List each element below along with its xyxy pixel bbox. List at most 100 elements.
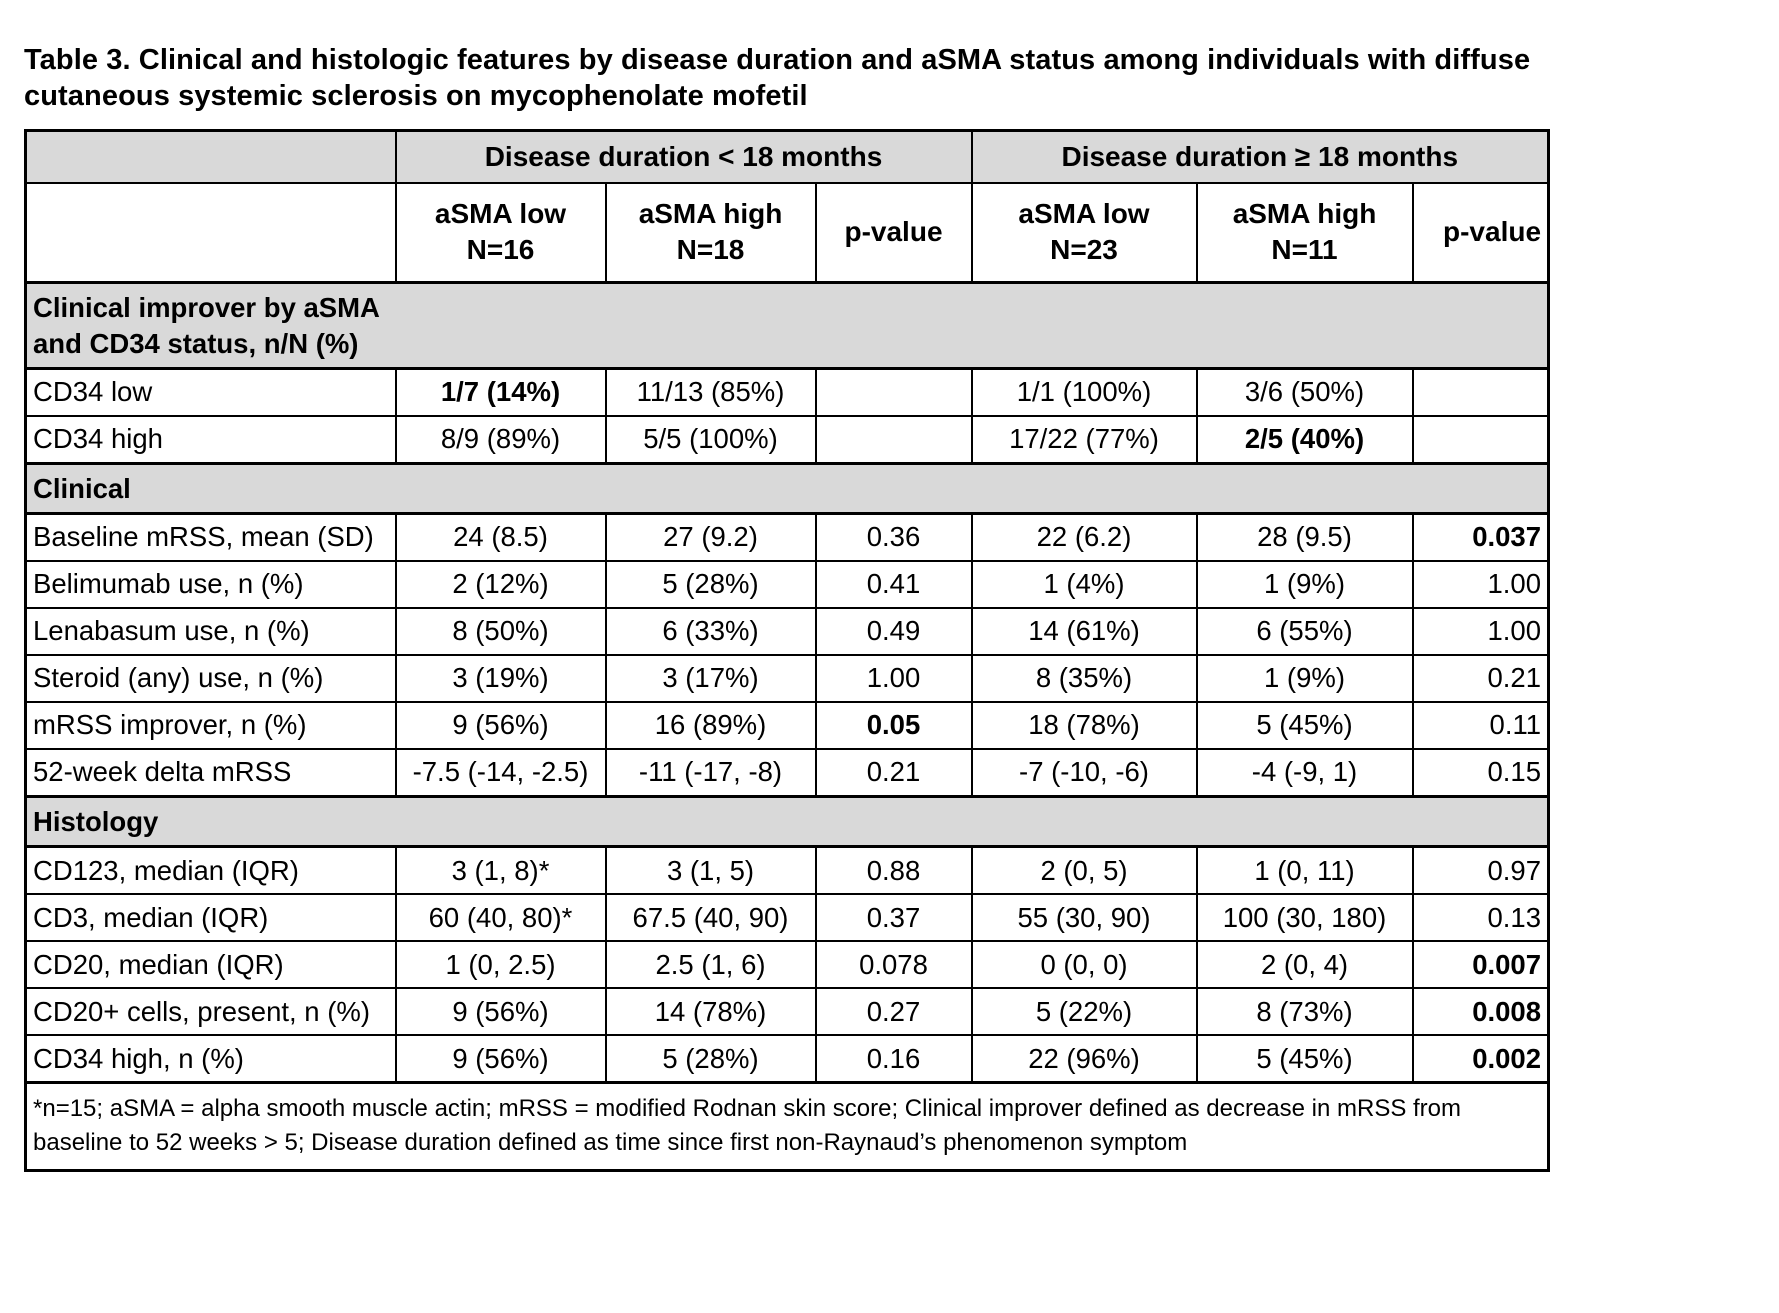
cell-value: 3 (19%) [394,653,607,703]
table-footnote: *n=15; aSMA = alpha smooth muscle actin;… [24,1081,1550,1172]
cell-pvalue: 0.078 [814,940,973,990]
cell-pvalue [1411,367,1550,417]
cell-value: 5 (45%) [1195,1034,1414,1084]
cell-value: 2 (0, 4) [1195,940,1414,990]
cell-value: 8 (50%) [394,606,607,656]
cell-value: 6 (33%) [604,606,817,656]
cell-value: 100 (30, 180) [1195,893,1414,943]
cell-value: 28 (9.5) [1195,512,1414,562]
cell-pvalue: 0.008 [1411,987,1550,1037]
cell-pvalue: 0.21 [1411,653,1550,703]
section-row-histology: Histology [24,794,1550,849]
cell-value: 1 (4%) [970,559,1198,609]
row-label: Lenabasum use, n (%) [24,606,397,656]
cell-pvalue: 0.36 [814,512,973,562]
cell-value: 1/7 (14%) [394,367,607,417]
cell-pvalue: 0.007 [1411,940,1550,990]
cell-value: 5 (28%) [604,1034,817,1084]
table-row-cd20-present: CD20+ cells, present, n (%) 9 (56%) 14 (… [24,987,1550,1037]
cell-value: 2/5 (40%) [1195,414,1414,465]
cell-value: 9 (56%) [394,700,607,750]
cell-pvalue: 0.37 [814,893,973,943]
group-header-ge18: Disease duration ≥ 18 months [970,129,1550,184]
footnote-row: *n=15; aSMA = alpha smooth muscle actin;… [24,1081,1550,1172]
cell-pvalue: 0.13 [1411,893,1550,943]
cell-value: 1 (9%) [1195,653,1414,703]
row-label: CD20+ cells, present, n (%) [24,987,397,1037]
cell-pvalue: 1.00 [814,653,973,703]
table-row-baseline-mrss: Baseline mRSS, mean (SD) 24 (8.5) 27 (9.… [24,512,1550,562]
column-header-row: aSMA low N=16 aSMA high N=18 p-value aSM… [24,181,1550,284]
row-label: CD34 high, n (%) [24,1034,397,1084]
cell-value: 1 (0, 11) [1195,845,1414,896]
cell-pvalue: 0.41 [814,559,973,609]
section-header-improver: Clinical improver by aSMA and CD34 statu… [24,281,1550,370]
table-row-cd34-low: CD34 low 1/7 (14%) 11/13 (85%) 1/1 (100%… [24,367,1550,417]
cell-pvalue: 0.49 [814,606,973,656]
table-row-steroid: Steroid (any) use, n (%) 3 (19%) 3 (17%)… [24,653,1550,703]
cell-pvalue: 0.11 [1411,700,1550,750]
cell-value: 3 (1, 8)* [394,845,607,896]
table-row-cd20: CD20, median (IQR) 1 (0, 2.5) 2.5 (1, 6)… [24,940,1550,990]
cell-value: 5 (22%) [970,987,1198,1037]
cell-value: 17/22 (77%) [970,414,1198,465]
cell-pvalue [814,367,973,417]
table-row-belimumab: Belimumab use, n (%) 2 (12%) 5 (28%) 0.4… [24,559,1550,609]
cell-pvalue: 0.037 [1411,512,1550,562]
cell-value: 3/6 (50%) [1195,367,1414,417]
cell-value: -7 (-10, -6) [970,747,1198,798]
cell-value: 8/9 (89%) [394,414,607,465]
cell-value: 2 (0, 5) [970,845,1198,896]
corner-cell [24,129,397,184]
row-label: CD123, median (IQR) [24,845,397,896]
cell-pvalue [1411,414,1550,465]
cell-pvalue: 1.00 [1411,559,1550,609]
clinical-histologic-table: Disease duration < 18 months Disease dur… [24,128,1551,1173]
table-row-cd123: CD123, median (IQR) 3 (1, 8)* 3 (1, 5) 0… [24,845,1550,896]
empty-header-cell [24,181,397,284]
cell-pvalue: 0.21 [814,747,973,798]
cell-value: 5 (28%) [604,559,817,609]
row-label: Steroid (any) use, n (%) [24,653,397,703]
cell-value: 55 (30, 90) [970,893,1198,943]
cell-value: -7.5 (-14, -2.5) [394,747,607,798]
col-header-asma-low-n16: aSMA low N=16 [394,181,607,284]
cell-value: 1 (9%) [1195,559,1414,609]
row-label: CD20, median (IQR) [24,940,397,990]
cell-value: 1/1 (100%) [970,367,1198,417]
cell-value: 27 (9.2) [604,512,817,562]
cell-pvalue: 0.16 [814,1034,973,1084]
row-label: CD34 low [24,367,397,417]
cell-value: 16 (89%) [604,700,817,750]
row-label: CD3, median (IQR) [24,893,397,943]
group-header-row: Disease duration < 18 months Disease dur… [24,129,1550,184]
cell-value: 6 (55%) [1195,606,1414,656]
cell-pvalue: 0.88 [814,845,973,896]
row-label: mRSS improver, n (%) [24,700,397,750]
cell-value: -4 (-9, 1) [1195,747,1414,798]
table-row-cd34-high: CD34 high 8/9 (89%) 5/5 (100%) 17/22 (77… [24,414,1550,465]
cell-value: 0 (0, 0) [970,940,1198,990]
group-header-lt18: Disease duration < 18 months [394,129,973,184]
section-row-clinical: Clinical [24,461,1550,515]
table-title: Table 3. Clinical and histologic feature… [24,44,1531,113]
cell-value: 9 (56%) [394,987,607,1037]
cell-pvalue [814,414,973,465]
row-label: Belimumab use, n (%) [24,559,397,609]
section-row-improver: Clinical improver by aSMA and CD34 statu… [24,281,1550,370]
col-header-asma-high-n11: aSMA high N=11 [1195,181,1414,284]
cell-value: 5/5 (100%) [604,414,817,465]
cell-value: 1 (0, 2.5) [394,940,607,990]
cell-value: 5 (45%) [1195,700,1414,750]
cell-pvalue: 0.002 [1411,1034,1550,1084]
table-row-lenabasum: Lenabasum use, n (%) 8 (50%) 6 (33%) 0.4… [24,606,1550,656]
col-header-asma-high-n18: aSMA high N=18 [604,181,817,284]
cell-value: 24 (8.5) [394,512,607,562]
cell-value: 18 (78%) [970,700,1198,750]
cell-value: 3 (17%) [604,653,817,703]
cell-pvalue: 0.27 [814,987,973,1037]
section-header-histology: Histology [24,794,1550,849]
cell-value: 14 (61%) [970,606,1198,656]
row-label: Baseline mRSS, mean (SD) [24,512,397,562]
col-header-pvalue-2: p-value [1411,181,1550,284]
